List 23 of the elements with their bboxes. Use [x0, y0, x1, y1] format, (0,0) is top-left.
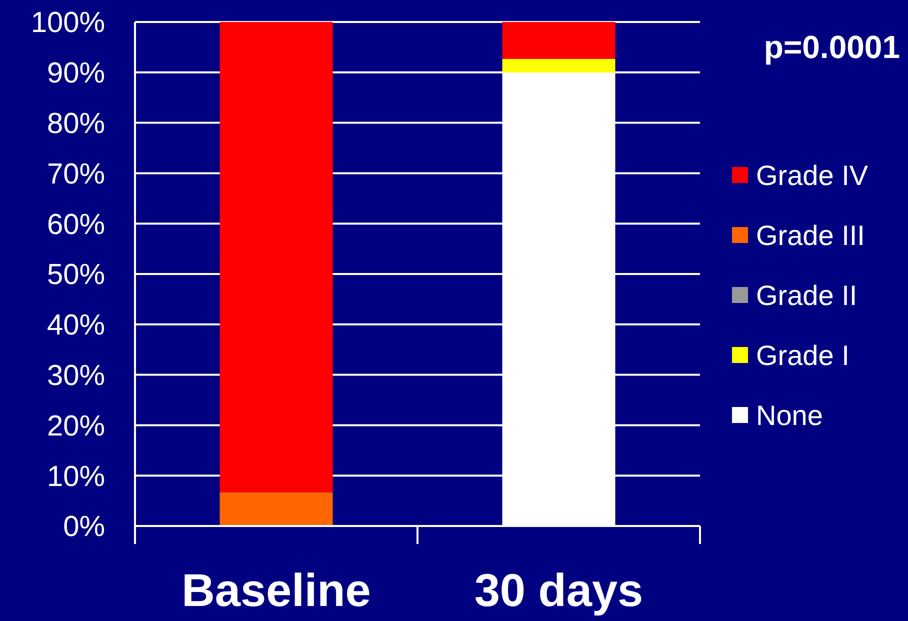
text: p=0.0001	[764, 29, 900, 65]
legend-label: Grade II	[756, 280, 858, 311]
y-tick-label: 10%	[46, 460, 105, 493]
legend-label: Grade IV	[756, 160, 868, 191]
x-tick-label: Baseline	[182, 564, 371, 616]
bar	[502, 22, 616, 59]
y-tick-label: 0%	[63, 511, 105, 544]
bar	[502, 58, 616, 72]
legend-label: Grade I	[756, 340, 850, 371]
x-tick-label: 30 days	[474, 564, 644, 616]
y-tick-label: 70%	[46, 158, 105, 190]
legend-label: None	[756, 400, 823, 431]
y-tick-label: 60%	[46, 208, 105, 241]
y-tick-label: 30%	[46, 360, 105, 392]
y-tick-label: 40%	[46, 310, 105, 342]
y-tick-label: 90%	[46, 58, 105, 90]
y-tick-label: 80%	[46, 108, 105, 140]
y-tick-label: 100%	[30, 7, 105, 40]
legend-label: Grade III	[756, 220, 865, 251]
bar	[220, 22, 333, 492]
y-tick-label: 50%	[46, 259, 105, 292]
bar	[220, 492, 333, 526]
y-tick-label: 20%	[46, 410, 105, 442]
